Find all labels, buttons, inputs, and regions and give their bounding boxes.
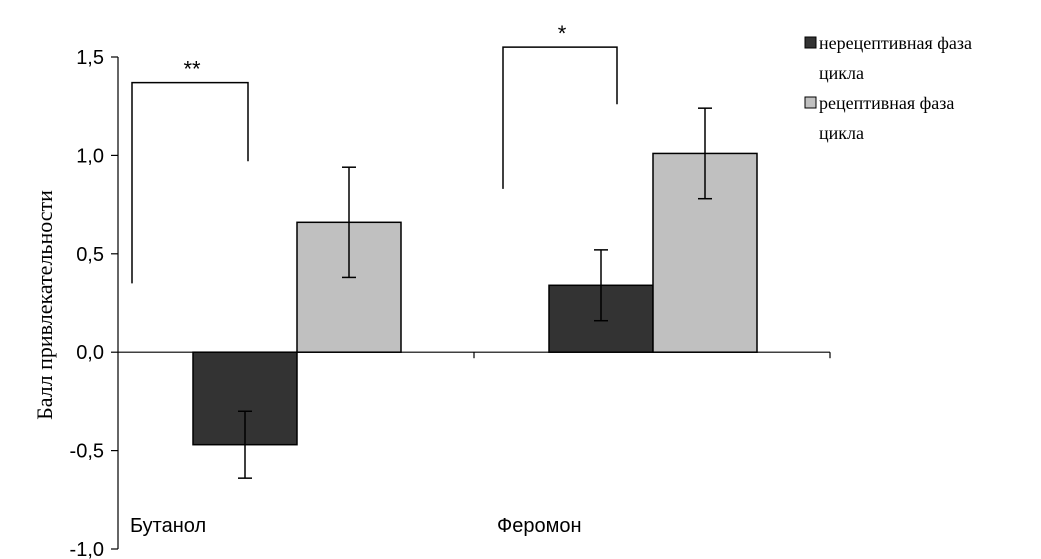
category-label: Феромон bbox=[497, 515, 582, 537]
significance-bracket bbox=[131, 81, 249, 284]
y-tick-label: -0,5 bbox=[70, 441, 104, 463]
legend-swatch bbox=[804, 96, 817, 109]
y-tick-label: 1,5 bbox=[76, 47, 104, 69]
significance-label: ** bbox=[183, 57, 201, 82]
y-tick-label: 0,5 bbox=[76, 244, 104, 266]
legend-label: нерецептивная фаза bbox=[819, 33, 972, 53]
legend-label: цикла bbox=[819, 63, 864, 83]
legend-label: рецептивная фаза bbox=[819, 93, 954, 113]
bars bbox=[192, 152, 758, 446]
legend: нерецептивная фаза цикла рецептивная фаза ц… bbox=[804, 33, 972, 143]
legend-swatch bbox=[804, 36, 817, 49]
y-tick-label: 1,0 bbox=[76, 145, 104, 167]
category-labels: Бутанол Феромон bbox=[130, 515, 582, 537]
legend-label: цикла bbox=[819, 123, 864, 143]
y-tick-label: 0,0 bbox=[76, 342, 104, 364]
y-axis-title: Балл привлекательности bbox=[32, 190, 57, 420]
significance-label: * bbox=[558, 21, 567, 46]
significance-bracket bbox=[502, 46, 618, 189]
significance-brackets: *** bbox=[131, 21, 618, 284]
y-axis-ticks: -1,0 -0,5 0,0 0,5 1,0 1,5 bbox=[70, 47, 118, 559]
axes bbox=[117, 57, 831, 549]
category-label: Бутанол bbox=[130, 515, 206, 537]
y-tick-label: -1,0 bbox=[70, 539, 104, 559]
error-bars bbox=[238, 107, 712, 479]
